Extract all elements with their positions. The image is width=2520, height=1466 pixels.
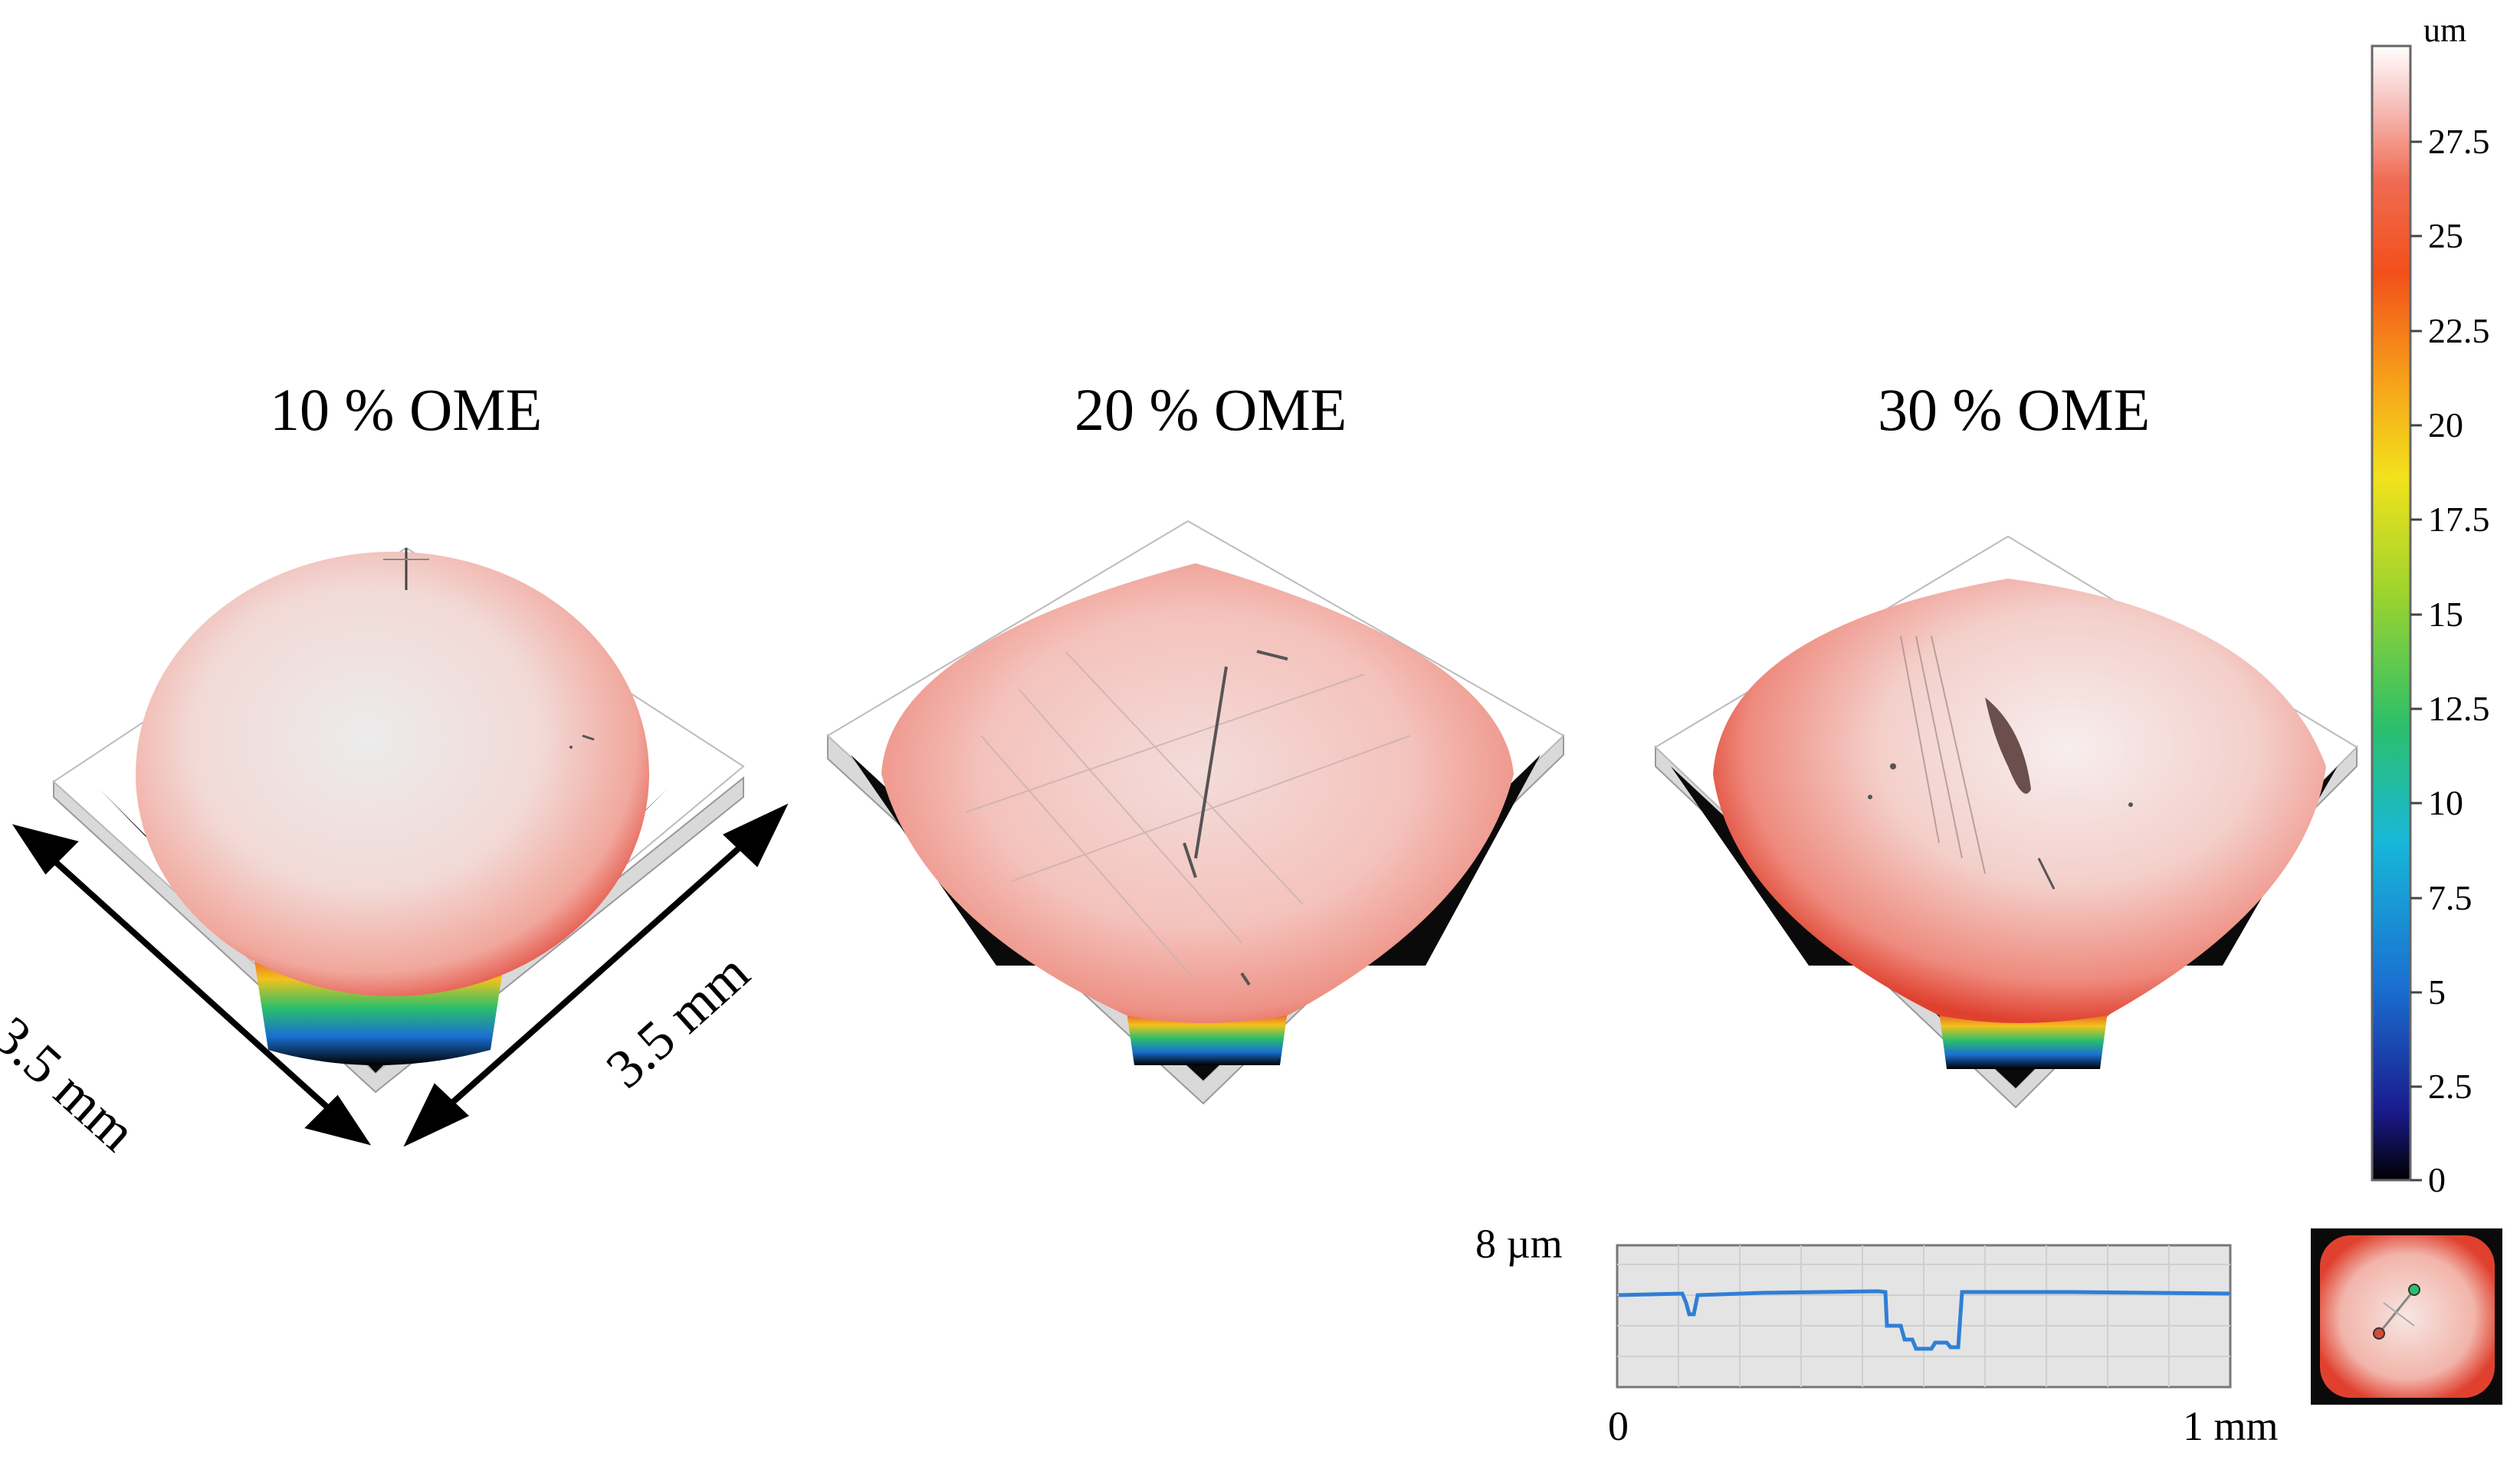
colorbar-tick: 17.5 [2428,500,2490,539]
profile-x-end-label: 1 mm [2183,1403,2279,1449]
dimension-arrows [11,803,789,1147]
colorbar-tick: 15 [2428,595,2463,634]
rim-colormap [1127,1012,1288,1065]
profile-x-start-label: 0 [1608,1403,1629,1449]
profile-plot [1616,1244,2232,1389]
colorbar-tick: 25 [2428,216,2463,255]
colorbar-tick: 0 [2428,1160,2446,1199]
surface-defects [569,734,595,749]
profile-line [1618,1289,2231,1351]
surface-defects [1868,697,2133,890]
panel-label-1: 10 % OME [270,376,543,443]
polishing-marks [965,651,1411,982]
colorbar-tick: 10 [2428,783,2463,822]
colorbar-unit: um [2423,11,2467,49]
rim-colormap [1939,1012,2108,1069]
colorbar-ticks [2410,140,2422,1182]
dome-surface [1713,579,2326,1023]
surface-panel-1 [52,546,745,1094]
colorbar-tick: 2.5 [2428,1067,2472,1106]
colorbar-tick: 5 [2428,972,2446,1012]
panel-label-3: 30 % OME [1878,376,2151,443]
colorbar-tick: 12.5 [2428,689,2490,728]
colorbar-tick: 7.5 [2428,878,2472,917]
colorbar-tick: 22.5 [2428,311,2490,350]
panel-label-2: 20 % OME [1075,376,1347,443]
colorbar [2371,44,2422,1182]
dome-surface [136,552,649,996]
colorbar-tick: 27.5 [2428,122,2490,161]
surface-panel-3 [1654,535,2358,1109]
colorbar-tick: 20 [2428,405,2463,444]
profile-location-thumbnail [2311,1228,2502,1405]
polishing-marks [1900,635,1986,874]
surface-panel-2 [826,520,1565,1105]
profile-y-label: 8 µm [1475,1221,1563,1267]
surface-defects [1183,650,1288,986]
